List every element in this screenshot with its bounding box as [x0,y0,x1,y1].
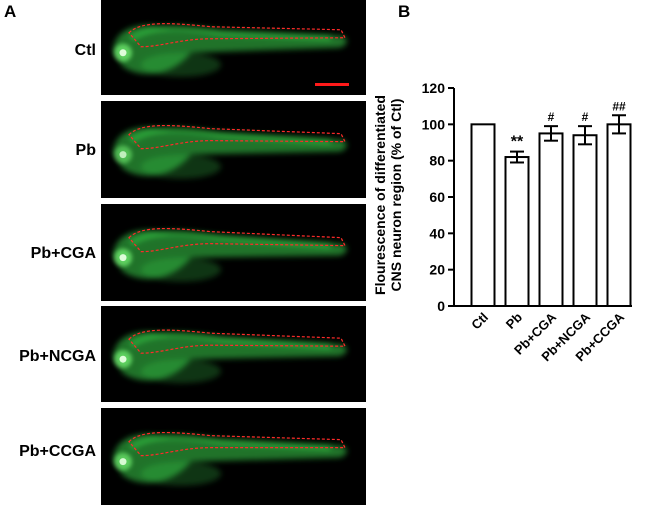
y-tick-label: 100 [422,116,446,132]
bar [572,134,598,307]
bar [504,156,530,307]
row-label-pb: Pb [75,142,96,159]
bar [470,123,496,308]
significance-label: # [548,110,555,124]
larva-body [113,230,347,282]
y-tick-label: 80 [429,153,445,169]
cns-region-outline [128,431,346,457]
y-tick-label: 20 [429,262,445,278]
scale-bar [315,83,349,86]
significance-label: # [582,110,589,124]
larva-body [113,127,347,179]
row-label-pb-ccga: Pb+CCGA [19,443,96,460]
bar-chart: Flourescence of differentiated CNS neuro… [372,80,632,364]
panel-b-letter: B [398,2,411,21]
cns-region-outline [128,227,346,253]
y-tick-label: 120 [422,80,446,96]
x-tick-label: Pb [503,309,525,331]
y-axis-title-line2: CNS neuron region (% of Ctl) [388,99,404,292]
row-label-pb-ncga: Pb+NCGA [19,348,96,365]
larva-body [113,25,347,77]
bar [606,123,632,308]
significance-label: ** [511,134,524,151]
row-label-pb-cga: Pb+CGA [30,245,96,262]
eye-spot [114,248,132,267]
larva-body [113,331,347,384]
bar [538,132,564,307]
eye-spot [114,43,132,62]
eye-spot [114,350,132,369]
y-axis-title: Flourescence of differentiated CNS neuro… [372,95,404,295]
cns-region-outline [128,23,346,48]
fish-image-pb-ccga [101,408,366,505]
y-axis-title-line1: Flourescence of differentiated [372,95,388,295]
larva-body [113,434,347,486]
y-tick-label: 40 [429,225,445,241]
row-label-ctl: Ctl [74,42,96,59]
cns-region-outline [128,329,346,354]
cns-region-outline [128,124,346,150]
fish-image-pb [101,101,366,198]
eye-spot [114,145,132,164]
panel-a-letter: A [4,2,17,21]
significance-label: ## [612,99,626,113]
x-tick-label: Ctl [468,310,491,333]
eye-spot [114,452,132,471]
y-tick-label: 0 [437,298,445,314]
y-tick-label: 60 [429,189,445,205]
fish-image-pb-cga [101,204,366,301]
fish-image-pb-ncga [101,306,366,402]
fish-image-ctl [101,0,366,95]
